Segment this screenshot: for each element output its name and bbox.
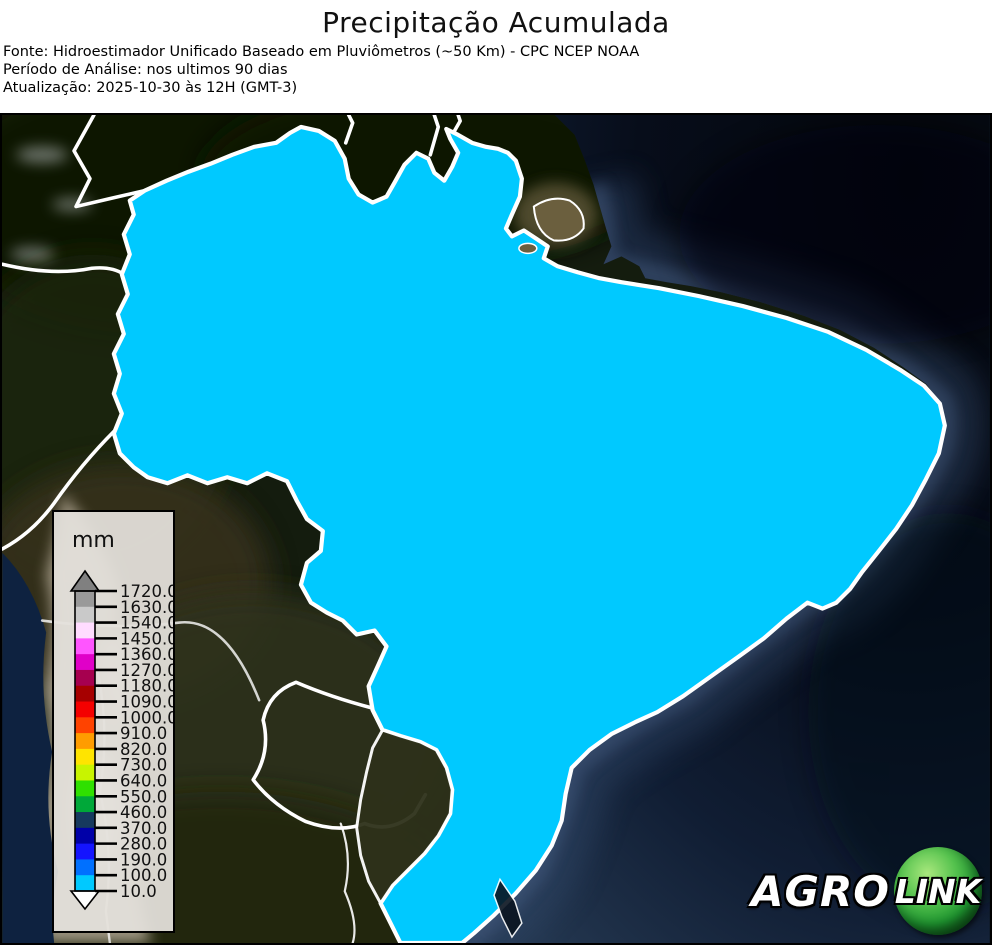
svg-text:1360.0: 1360.0 [120,645,173,664]
svg-text:460.0: 460.0 [120,803,167,822]
marajo-island [518,197,585,255]
misiones-wedge [355,728,454,907]
svg-text:280.0: 280.0 [120,835,167,854]
svg-text:1720.0: 1720.0 [120,582,173,601]
logo-word-agro: AGRO [750,866,890,916]
pacific-ocean [2,552,59,943]
legend-title: mm [72,528,115,553]
agrolink-logo: AGRO LINK [751,847,982,935]
svg-text:190.0: 190.0 [120,850,167,869]
colorbar: 1720.01630.01540.01450.01360.01270.01180… [69,569,173,911]
svg-text:910.0: 910.0 [120,724,167,743]
logo-word-link: LINK [894,871,982,911]
logo-sphere-icon: LINK [894,847,982,935]
header: Precipitação Acumulada Fonte: Hidroestim… [0,0,992,113]
clouds [10,146,92,262]
svg-text:1090.0: 1090.0 [120,693,173,712]
svg-text:1180.0: 1180.0 [120,677,173,696]
svg-text:820.0: 820.0 [120,740,167,759]
svg-text:10.0: 10.0 [120,882,157,901]
update-line: Atualização: 2025-10-30 às 12H (GMT-3) [3,80,298,96]
svg-text:1270.0: 1270.0 [120,661,173,680]
svg-text:550.0: 550.0 [120,787,167,806]
colorbar-legend: mm 1720.0 1630.0 1540.0 1450.0 1360.0 1270.0 1… [52,510,175,933]
period-line: Período de Análise: nos ultimos 90 dias [3,62,288,78]
svg-text:1450.0: 1450.0 [120,629,173,648]
svg-text:100.0: 100.0 [120,866,167,885]
source-line: Fonte: Hidroestimador Unificado Baseado … [3,44,640,60]
svg-text:640.0: 640.0 [120,771,167,790]
svg-text:1540.0: 1540.0 [120,614,173,633]
svg-text:730.0: 730.0 [120,756,167,775]
svg-text:1630.0: 1630.0 [120,598,173,617]
svg-text:370.0: 370.0 [120,819,167,838]
map-panel: mm 1720.0 1630.0 1540.0 1450.0 1360.0 1270.0 1… [0,113,992,945]
page-title: Precipitação Acumulada [322,6,670,39]
lagoa-dos-patos [493,877,523,939]
svg-text:1000.0: 1000.0 [120,708,173,727]
